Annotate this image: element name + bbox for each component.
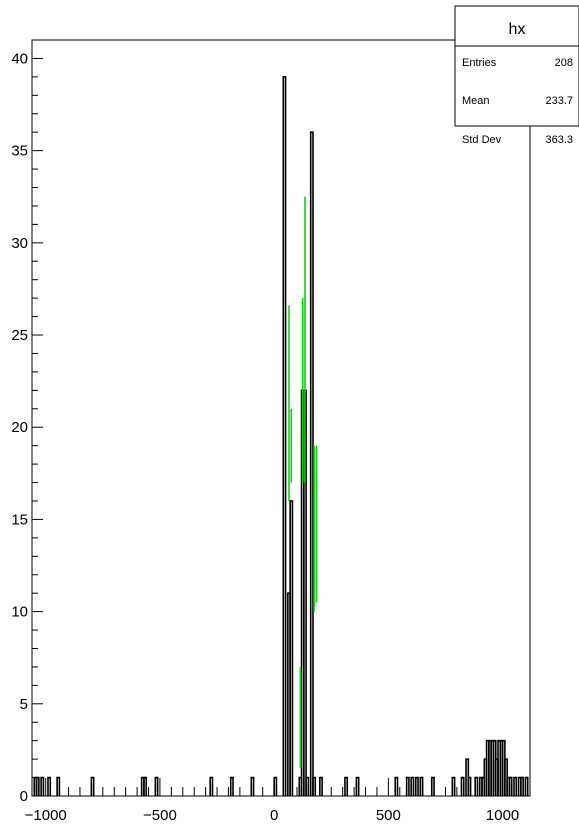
y-tick-label: 5 — [20, 696, 28, 713]
histogram-bin — [47, 776, 52, 796]
y-tick-label: 25 — [11, 327, 28, 344]
stats-mean-label: Mean — [462, 95, 490, 107]
x-tick-label: 500 — [376, 807, 401, 824]
histogram-bin — [40, 776, 45, 796]
x-tick-label: 0 — [270, 807, 278, 824]
y-tick-label: 35 — [11, 143, 28, 160]
x-tick-label: −500 — [143, 807, 177, 824]
stats-title: hx — [509, 21, 526, 38]
histogram-bin — [319, 776, 323, 796]
y-tick-label: 0 — [20, 788, 28, 805]
histogram-bin — [414, 776, 419, 796]
histogram-bin — [143, 776, 148, 796]
histogram-bin — [282, 76, 287, 796]
histogram-bin — [451, 776, 456, 796]
histogram-bin — [513, 776, 518, 796]
stats-entries-value: 208 — [555, 57, 573, 69]
histogram-bin — [460, 776, 465, 796]
stats-box: hx Entries 208 Mean 233.7 Std Dev 363.3 — [454, 5, 579, 146]
stats-mean-value: 233.7 — [545, 95, 573, 107]
y-tick-label: 40 — [11, 50, 28, 67]
x-tick-label: 1000 — [486, 807, 519, 824]
histogram-bin — [474, 776, 479, 796]
histogram-bin — [394, 776, 399, 796]
histogram-bin — [209, 776, 214, 796]
stats-entries-label: Entries — [462, 57, 497, 69]
histogram-bin — [419, 776, 424, 796]
histogram-bin — [355, 776, 360, 796]
histogram-bin — [90, 776, 95, 796]
histogram-bin — [312, 776, 317, 796]
y-axis: 0 5 10 15 20 25 30 35 40 — [11, 39, 43, 805]
histogram-bin — [430, 776, 435, 796]
histogram-bin — [229, 776, 234, 796]
plot-frame — [31, 39, 531, 797]
histogram-bin — [289, 500, 294, 796]
histogram-bin — [410, 776, 415, 796]
y-tick-label: 15 — [11, 511, 28, 528]
histogram-bin — [524, 776, 529, 796]
y-tick-label: 30 — [11, 235, 28, 252]
x-axis: −1000 −500 0 500 1000 — [25, 778, 526, 824]
histogram-bin — [305, 776, 310, 796]
histogram-bin — [508, 776, 513, 796]
histogram-bin — [154, 776, 159, 796]
stats-stddev-label: Std Dev — [462, 134, 502, 146]
y-tick-label: 10 — [11, 604, 28, 621]
histogram-bin — [405, 776, 410, 796]
histogram-bin — [250, 776, 255, 796]
y-tick-label: 20 — [11, 419, 28, 436]
histogram-bin — [520, 776, 524, 796]
x-tick-label: −1000 — [25, 807, 67, 824]
histogram-bin — [344, 776, 349, 796]
histogram-bin — [56, 776, 61, 796]
stats-stddev-value: 363.3 — [545, 134, 573, 146]
stats-box-frame — [454, 5, 579, 127]
histogram-bin — [467, 776, 472, 796]
histogram-bin — [309, 131, 314, 796]
error-bars — [288, 196, 318, 769]
